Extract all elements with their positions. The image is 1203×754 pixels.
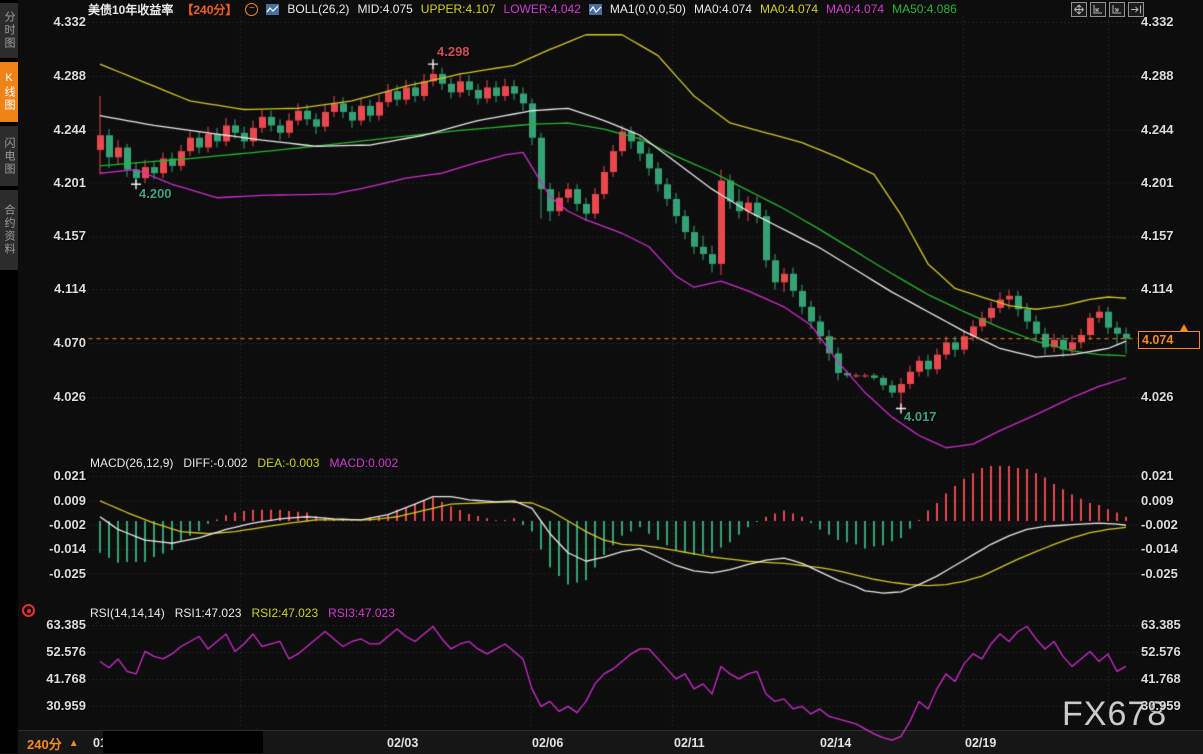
sidebar: 分时图 K线图闪电图合约资料 — [0, 0, 18, 753]
sidebar-tab-3[interactable]: 闪电图 — [0, 126, 18, 186]
period-up-arrow-icon: ▲ — [68, 738, 79, 749]
rsi1-value: RSI1:47.023 — [174, 606, 242, 620]
date-axis-label: 02/06 — [532, 736, 564, 750]
rsi-axis-left-label: 41.768 — [46, 671, 86, 686]
sidebar-tab-4[interactable]: 合约资料 — [0, 190, 18, 270]
rsi-axis-right-label: 52.576 — [1141, 644, 1181, 659]
ma-indicator-icon[interactable] — [588, 3, 602, 16]
zoom-out-axis-icon[interactable] — [1090, 2, 1106, 17]
rsi-axis-left-label: 52.576 — [46, 644, 86, 659]
date-axis-label: 02/03 — [387, 736, 419, 750]
date-axis-label: 02/19 — [965, 736, 997, 750]
ma50-value: MA50:4.086 — [892, 2, 957, 16]
macd-diff-value: DIFF:-0.002 — [183, 456, 248, 470]
rsi-axis-right-label: 63.385 — [1141, 617, 1181, 632]
watermark: FX678 — [1062, 695, 1168, 733]
price-axis-left-label: 4.157 — [53, 228, 86, 244]
price-axis-left-label: 4.070 — [53, 335, 86, 350]
annotation-low-price-right: 4.017 — [904, 409, 937, 424]
macd-axis-left-label: -0.002 — [49, 516, 86, 532]
macd-axis-right-label: -0.025 — [1141, 565, 1178, 581]
boll-mid-value: MID:4.075 — [357, 2, 413, 16]
boll-label: BOLL(26,2) — [287, 2, 350, 16]
redaction-box — [103, 731, 263, 753]
price-alert-icon — [1180, 324, 1188, 331]
footer-period-label: 240分 — [27, 737, 62, 752]
date-axis-label: 02/11 — [674, 736, 705, 750]
sidebar-tab-2[interactable]: K线图 — [0, 62, 18, 122]
pan-move-icon[interactable] — [1071, 2, 1087, 17]
price-axis-right-label: 4.026 — [1141, 389, 1174, 404]
boll-lower-value: LOWER:4.042 — [503, 2, 581, 16]
price-axis-right-label: 4.288 — [1141, 67, 1174, 83]
macd-axis-left-label: 0.021 — [53, 468, 86, 483]
macd-axis-right-label: -0.014 — [1141, 541, 1178, 556]
ma0-yellow-value: MA0:4.074 — [759, 2, 819, 16]
price-axis-right-label: 4.114 — [1141, 281, 1173, 297]
macd-axis-right-label: 0.009 — [1141, 492, 1174, 508]
rsi-axis-left-label: 63.385 — [46, 617, 86, 632]
annotation-low-price-left: 4.200 — [139, 186, 172, 201]
macd-value: MACD:0.002 — [329, 456, 399, 470]
price-axis-left-label: 4.026 — [53, 389, 86, 404]
period-tag[interactable]: 【240分】 — [181, 2, 238, 17]
macd-axis-right-label: 0.021 — [1141, 468, 1174, 483]
rsi-name: RSI(14,14,14) — [90, 606, 165, 620]
boll-upper-value: UPPER:4.107 — [420, 2, 496, 16]
rsi-axis-right-label: 41.768 — [1141, 671, 1181, 686]
macd-axis-left-label: -0.014 — [49, 541, 86, 556]
price-axis-left-label: 4.201 — [53, 174, 86, 190]
macd-panel-header: MACD(26,12,9) DIFF:-0.002 DEA:-0.003 MAC… — [90, 456, 398, 470]
rsi-axis-left-label: 30.959 — [46, 698, 86, 713]
macd-axis-right-label: -0.002 — [1141, 516, 1178, 532]
instrument-title: 美债10年收益率 — [88, 2, 174, 17]
price-axis-right-label: 4.244 — [1141, 121, 1174, 137]
last-price-badge: 4.074 — [1138, 331, 1200, 349]
footer-period[interactable]: 240分 ▲ — [27, 734, 79, 753]
price-axis-left-label: 4.114 — [54, 281, 86, 297]
rsi3-value: RSI3:47.023 — [328, 606, 395, 620]
price-axis-right-label: 4.332 — [1141, 14, 1174, 29]
boll-indicator-icon[interactable] — [266, 3, 280, 16]
chart-header: 美债10年收益率 【240分】 − BOLL(26,2) MID:4.075 U… — [88, 1, 957, 17]
sidebar-tab-1[interactable]: 分时图 — [0, 3, 18, 58]
zoom-in-axis-icon[interactable] — [1109, 2, 1125, 17]
price-axis-right-label: 4.201 — [1141, 174, 1174, 190]
annotation-high-price: 4.298 — [437, 44, 470, 59]
price-axis-right-label: 4.157 — [1141, 228, 1174, 244]
macd-dea-value: DEA:-0.003 — [257, 456, 320, 470]
ma0-magenta-value: MA0:4.074 — [826, 2, 885, 16]
go-to-latest-icon[interactable] — [1128, 2, 1144, 17]
rsi2-value: RSI2:47.023 — [251, 606, 319, 620]
rsi-axis-right-label: 30.959 — [1141, 698, 1181, 713]
ma-label: MA1(0,0,0,50) — [609, 2, 686, 16]
rsi-panel-header: RSI(14,14,14) RSI1:47.023 RSI2:47.023 RS… — [90, 606, 395, 620]
price-axis-left-label: 4.288 — [53, 67, 86, 83]
ma0-white-value: MA0:4.074 — [693, 2, 752, 16]
macd-name: MACD(26,12,9) — [90, 456, 174, 470]
macd-axis-left-label: -0.025 — [49, 565, 86, 581]
date-axis-label: 02/14 — [820, 736, 852, 750]
chart-toolbar — [1071, 2, 1144, 17]
price-axis-left-label: 4.244 — [53, 121, 86, 137]
price-axis-left-label: 4.332 — [53, 14, 86, 29]
collapse-indicator-icon[interactable]: − — [245, 2, 259, 16]
macd-axis-left-label: 0.009 — [53, 492, 86, 508]
live-indicator-icon — [22, 604, 35, 617]
